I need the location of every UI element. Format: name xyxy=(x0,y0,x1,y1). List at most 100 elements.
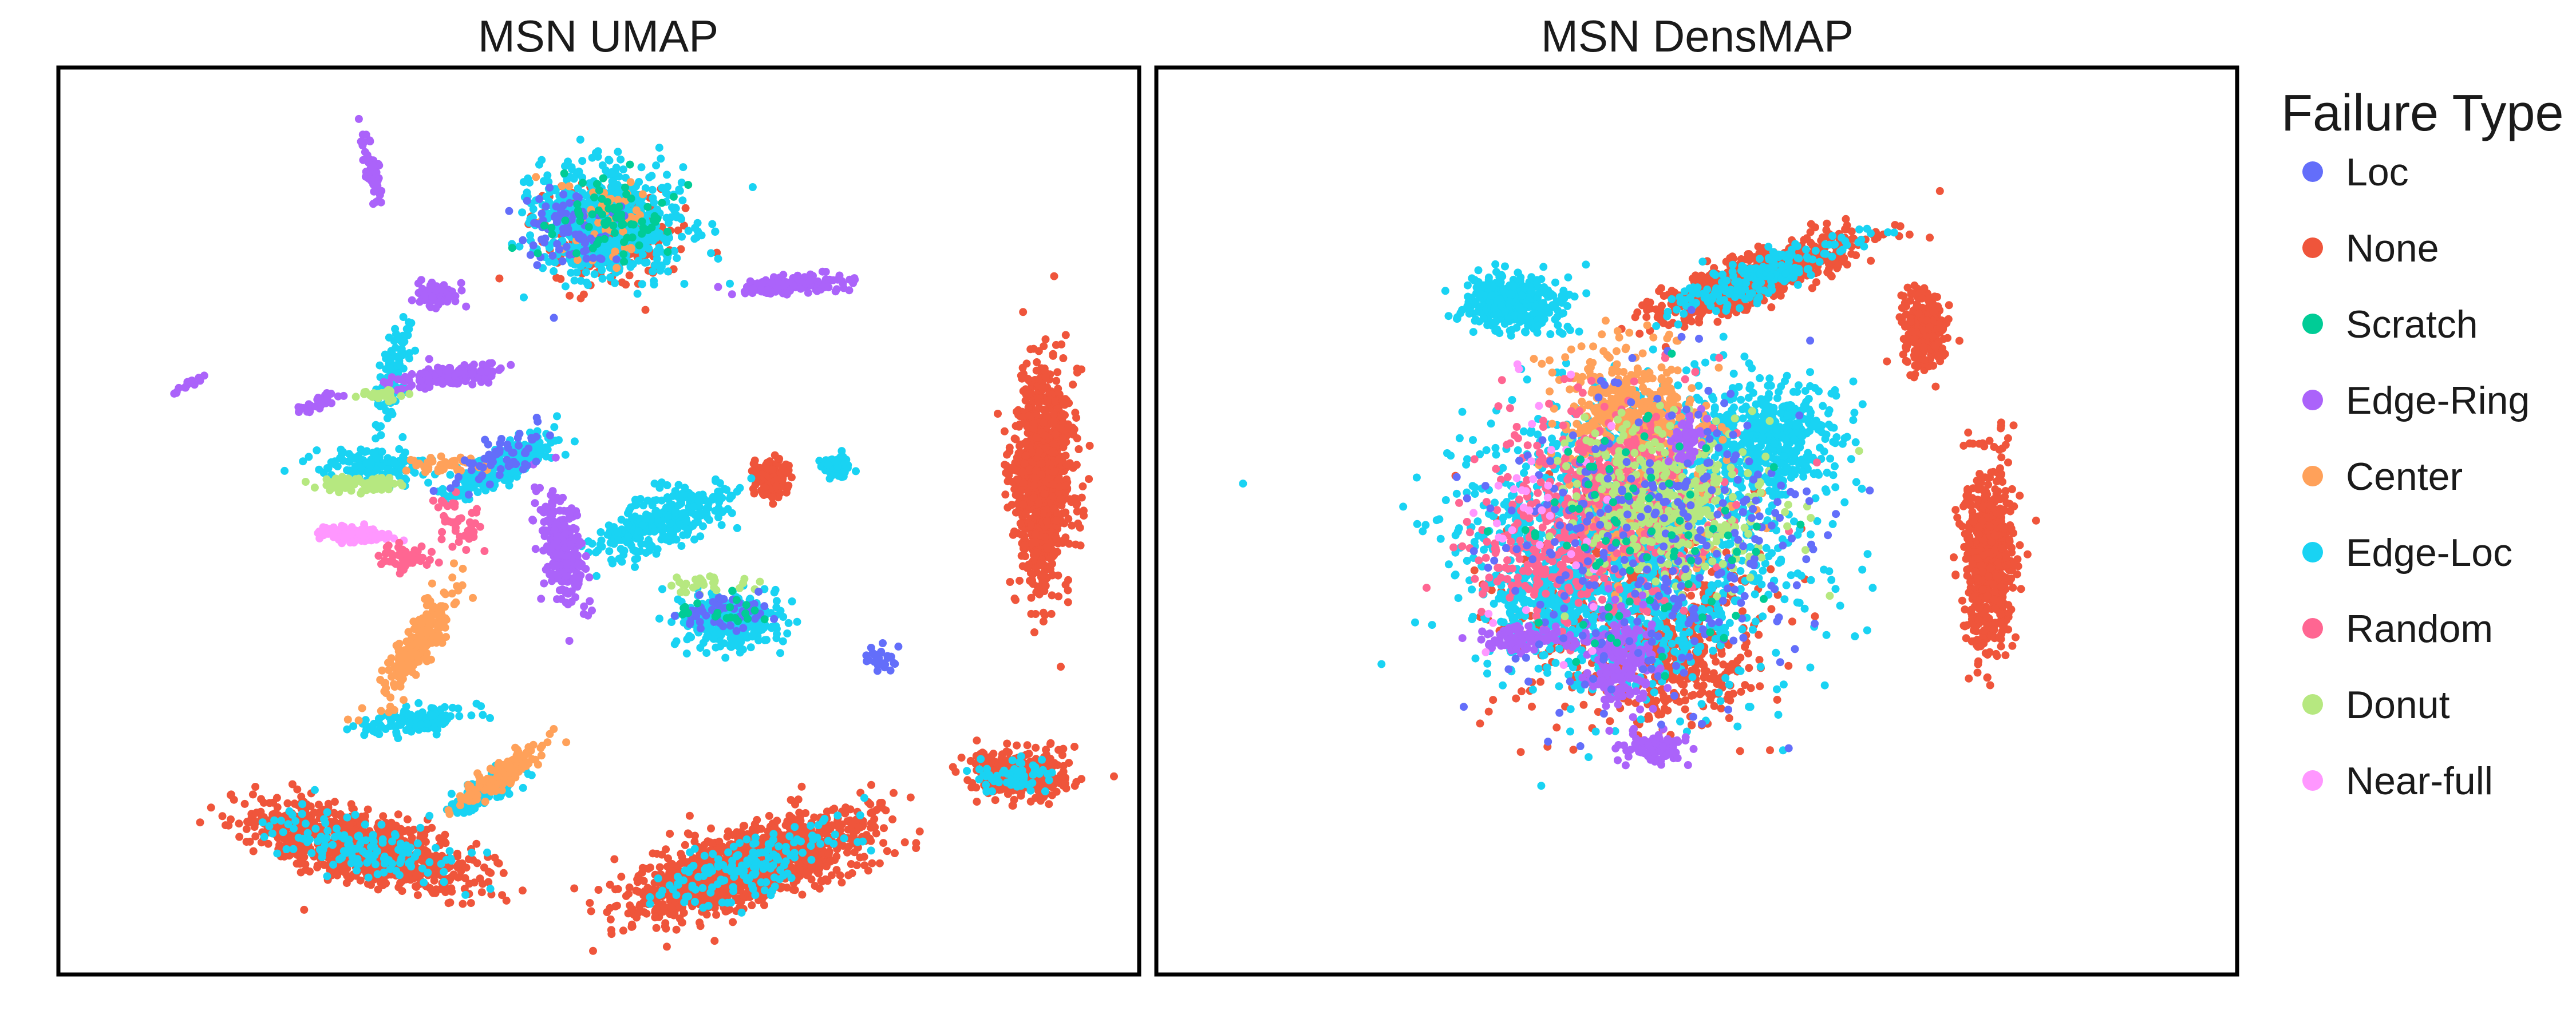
point-edge-loc xyxy=(641,259,649,267)
point-none xyxy=(1029,425,1038,433)
point-none xyxy=(625,271,634,280)
point-none xyxy=(991,796,999,805)
point-none xyxy=(1029,571,1037,579)
umap-points xyxy=(170,114,1118,955)
point-edge-loc xyxy=(682,649,691,658)
point-none xyxy=(1046,740,1054,748)
point-edge-loc xyxy=(655,144,663,152)
point-none xyxy=(1045,800,1053,809)
point-none xyxy=(1013,407,1021,416)
point-none xyxy=(240,799,249,808)
point-none xyxy=(347,800,355,809)
point-edge-loc xyxy=(637,163,646,172)
point-none xyxy=(1041,581,1050,590)
point-none xyxy=(345,821,354,830)
point-none xyxy=(1054,571,1062,580)
point-none xyxy=(791,800,799,809)
point-none xyxy=(606,904,614,912)
point-none xyxy=(356,876,365,885)
point-none xyxy=(868,819,877,827)
point-none xyxy=(677,850,685,858)
point-none xyxy=(768,465,777,474)
point-none xyxy=(246,818,255,826)
point-edge-loc xyxy=(520,293,528,302)
point-none xyxy=(461,874,469,882)
point-none xyxy=(685,811,694,820)
point-none xyxy=(797,782,806,791)
point-none xyxy=(1038,470,1046,479)
point-none xyxy=(795,809,804,817)
point-none xyxy=(815,869,823,878)
point-none xyxy=(658,900,667,908)
point-edge-loc xyxy=(652,161,661,170)
point-none xyxy=(1030,481,1038,489)
point-none xyxy=(1072,778,1081,786)
point-none xyxy=(717,892,726,900)
point-none xyxy=(1008,501,1016,509)
point-edge-loc xyxy=(653,247,661,255)
point-none xyxy=(1027,593,1036,602)
point-none xyxy=(1072,414,1081,422)
point-none xyxy=(1036,582,1044,591)
point-none xyxy=(1059,744,1068,753)
point-none xyxy=(1049,480,1057,489)
point-none xyxy=(1061,331,1070,339)
point-none xyxy=(1032,508,1041,517)
point-none xyxy=(462,863,471,872)
point-none xyxy=(891,849,899,857)
point-edge-loc xyxy=(726,279,734,288)
point-none xyxy=(1073,434,1081,442)
point-none xyxy=(866,800,875,809)
point-none xyxy=(1072,494,1080,503)
point-edge-loc xyxy=(538,156,546,164)
point-none xyxy=(340,868,349,876)
point-none xyxy=(868,859,876,867)
point-none xyxy=(1010,795,1018,804)
point-none xyxy=(1062,784,1070,793)
point-none xyxy=(1018,468,1026,476)
point-none xyxy=(879,839,888,847)
point-none xyxy=(775,454,784,463)
point-none xyxy=(789,885,797,894)
point-edge-loc xyxy=(598,275,607,283)
point-edge-loc xyxy=(617,155,625,164)
point-none xyxy=(625,890,633,898)
point-none xyxy=(635,902,644,911)
point-none xyxy=(1017,791,1025,800)
point-edge-loc xyxy=(673,254,681,263)
point-none xyxy=(1059,399,1068,407)
point-none xyxy=(696,918,704,927)
point-none xyxy=(1015,422,1023,431)
point-none xyxy=(666,830,674,838)
point-none xyxy=(1048,449,1056,457)
point-edge-loc xyxy=(576,136,584,144)
point-none xyxy=(412,871,421,880)
point-none xyxy=(449,870,458,879)
point-none xyxy=(662,845,670,854)
point-edge-loc xyxy=(645,173,654,181)
point-none xyxy=(444,886,453,894)
point-none xyxy=(364,805,372,814)
point-edge-loc xyxy=(655,615,663,623)
point-none xyxy=(716,844,724,853)
point-none xyxy=(1061,508,1070,517)
point-none xyxy=(1012,435,1020,443)
point-none xyxy=(1051,397,1060,406)
point-none xyxy=(1031,530,1040,538)
point-none xyxy=(878,798,886,807)
point-none xyxy=(1021,510,1030,518)
point-none xyxy=(1059,354,1068,362)
point-none xyxy=(1016,576,1024,585)
point-none xyxy=(1052,377,1061,385)
point-none xyxy=(1062,460,1071,469)
point-none xyxy=(830,805,839,813)
point-none xyxy=(493,858,502,867)
point-none xyxy=(313,863,322,871)
point-none xyxy=(1027,609,1036,618)
point-none xyxy=(477,888,486,897)
point-none xyxy=(1064,576,1072,584)
point-none xyxy=(330,817,339,826)
point-none xyxy=(1023,564,1032,572)
point-edge-loc xyxy=(570,175,578,183)
point-none xyxy=(1057,501,1066,510)
